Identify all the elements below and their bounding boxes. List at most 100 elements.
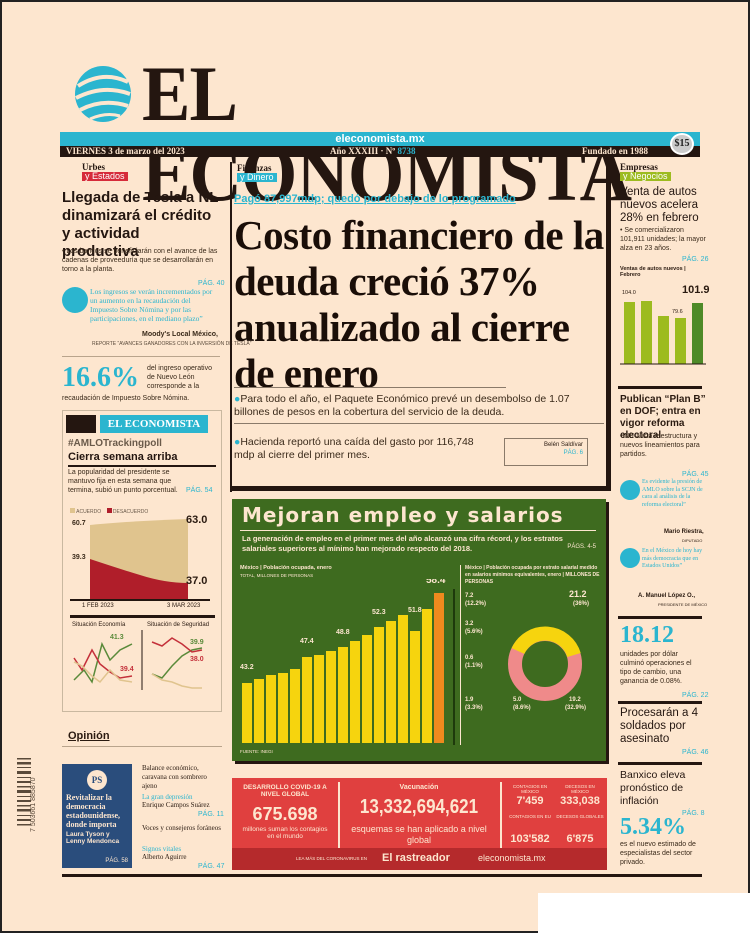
opinion-header: Opinión <box>68 730 110 742</box>
stat-text-tail: recaudación de Impuesto Sobre Nómina. <box>62 395 190 402</box>
main-page-ref: PÁG. 6 <box>563 450 583 456</box>
acuerdo-end: 63.0 <box>186 514 208 526</box>
poll-end-label: 3 MAR 2023 <box>167 603 201 609</box>
rastreador-link[interactable]: El rastreador <box>382 852 450 864</box>
ps-badge: PS <box>87 770 107 790</box>
covid-site-link[interactable]: eleconomista.mx <box>478 853 546 863</box>
right-story2-headline[interactable]: Publican “Plan B” en DOF; entra en vigor… <box>620 394 706 441</box>
covid-stat-value: 103'582 <box>510 833 550 845</box>
covid-footer: LEA MÁS DEL CORONAVIRUS EN El rastreador… <box>232 848 607 870</box>
right-story4-headline[interactable]: Banxico eleva pronóstico de inflación <box>620 769 686 807</box>
donut-chart-title: México | Población ocupada por estrato s… <box>465 565 600 585</box>
poll-page-ref: PÁG. 54 <box>186 487 213 494</box>
fx-page: PÁG. 22 <box>682 692 709 699</box>
inflation-text: es el nuevo estimado de especialistas de… <box>620 841 696 866</box>
right-quote1-author: Mario Riestra, <box>664 529 704 535</box>
bottom-rule <box>62 874 702 877</box>
bar-chart-sub: TOTAL, MILLONES DE PERSONAS <box>240 573 314 578</box>
inflation-value: 5.34% <box>620 814 686 840</box>
svg-text:52.3: 52.3 <box>372 609 386 616</box>
autos-bar-chart <box>620 301 706 365</box>
svg-text:0.6: 0.6 <box>465 655 474 661</box>
svg-text:5.0: 5.0 <box>513 697 522 703</box>
right-story2-page: PÁG. 45 <box>682 471 709 478</box>
svg-text:43.2: 43.2 <box>240 664 254 671</box>
stat-text: del ingreso operativo de Nuevo León corr… <box>147 365 212 390</box>
autos-label-mid: 79.6 <box>672 309 683 315</box>
svg-text:7.2: 7.2 <box>465 593 474 599</box>
main-bullet-1: ●Para todo el año, el Paquete Económico … <box>234 393 570 418</box>
svg-text:48.8: 48.8 <box>336 629 350 636</box>
edition-info: Año XXXIII · Nº 8738 <box>330 146 416 156</box>
right-story1-headline[interactable]: Venta de autos nuevos acelera 28% en feb… <box>620 186 699 224</box>
mini2-high: 39.9 <box>190 639 204 646</box>
opinion-item-page: PÁG. 11 <box>198 811 224 818</box>
date-bar: VIERNES 3 de marzo del 2023 Año XXXIII ·… <box>60 146 700 157</box>
covid-stat-label: DECESOS GLOBALES <box>556 814 604 819</box>
svg-text:21.2: 21.2 <box>569 589 587 599</box>
employment-page-ref: PÁGS. 4-5 <box>567 544 596 550</box>
opinion-box-title: Revitalizar la democracia estadounidense… <box>66 793 121 829</box>
covid-stat-label: CONTAGIOS EN EU <box>509 814 551 819</box>
svg-text:47.4: 47.4 <box>300 638 314 645</box>
svg-text:(5.6%): (5.6%) <box>465 629 483 635</box>
covid-box1-value: 675.698 <box>252 804 318 824</box>
opinion-feature-box[interactable]: PS Revitalizar la democracia estadounide… <box>62 764 132 868</box>
main-kicker: Pagó 87,997mdp; quedó por debajo de lo p… <box>234 193 516 205</box>
opinion-box-page: PÁG. 58 <box>105 858 128 864</box>
opinion-item-title[interactable]: Voces y consejeros foráneos <box>142 824 221 832</box>
byline: Belén Saldívar <box>543 442 583 448</box>
chart-source: FUENTE: INEGI <box>240 749 273 754</box>
covid-stat-value: 7'459 <box>516 795 544 807</box>
page-corner-blank <box>538 893 750 933</box>
employment-panel: Mejoran empleo y salarios La generación … <box>232 499 606 761</box>
employment-donut-chart: 7.2 (12.2%) 3.2 (5.6%) 0.6 (1.1%) 1.9 (3.3%)… <box>465 589 589 711</box>
svg-text:(3.3%): (3.3%) <box>465 705 483 711</box>
svg-text:19.2: 19.2 <box>569 697 581 703</box>
acuerdo-start: 60.7 <box>72 520 86 527</box>
bar-chart-title: México | Población ocupada, enero <box>240 565 332 571</box>
right-quote2: En el México de hoy hay más democracia q… <box>642 548 703 569</box>
poll-hashtag: #AMLOTrackingpoll <box>68 438 162 449</box>
website-link[interactable]: eleconomista.mx <box>60 132 700 146</box>
right-quote2-role: PRESIDENTE DE MÉXICO <box>658 602 708 607</box>
covid-box2-value: 13,332,694,621 <box>359 796 479 818</box>
autos-label-first: 104.0 <box>622 290 636 296</box>
left-page-ref: PÁG. 40 <box>198 280 225 287</box>
mini2-low: 38.0 <box>190 656 204 663</box>
svg-text:(36%): (36%) <box>573 601 589 607</box>
covid-stat-value: 333,038 <box>560 795 600 807</box>
opinion-item-column: Signos vitales <box>142 845 182 853</box>
barcode-icon <box>17 758 31 826</box>
employment-title: Mejoran empleo y salarios <box>242 503 564 527</box>
right-story3-headline[interactable]: Procesarán a 4 soldados por asesinato <box>620 707 698 745</box>
section-label-finanzas: Finanzas y Dinero <box>237 164 277 182</box>
covid-box1-title: DESARROLLO COVID-19 A NIVEL GLOBAL <box>243 784 327 798</box>
covid-box2-title: Vacunación <box>399 784 439 791</box>
poll-start-label: 1 FEB 2023 <box>82 603 114 609</box>
left-quote-source: REPORTE “AVANCES GANADORES CON LA INVERS… <box>92 341 252 347</box>
right-quote1: Es evidente la presión de AMLO sobre la … <box>642 479 703 508</box>
employment-dek: La generación de empleo en el primer mes… <box>242 534 563 553</box>
eagle-logo-icon <box>66 415 96 433</box>
main-headline[interactable]: Costo financiero de la deuda creció 37% … <box>234 212 604 396</box>
tracking-poll-box <box>62 410 222 712</box>
svg-text:1.9: 1.9 <box>465 697 474 703</box>
right-story1-page: PÁG. 26 <box>682 256 709 263</box>
opinion-item-author: Enrique Campos Suárez <box>142 801 210 809</box>
mini1-title: Situación Economía <box>72 622 126 628</box>
left-quote-author: Moody's Local México, <box>142 331 218 338</box>
svg-text:3.2: 3.2 <box>465 621 474 627</box>
desacuerdo-end: 37.0 <box>186 575 208 587</box>
opinion-item-page: PÁG. 47 <box>198 863 225 870</box>
right-story4-page: PÁG. 8 <box>682 810 705 817</box>
covid-box2-text: esquemas se han aplicado a nivel global <box>351 824 487 845</box>
left-headline[interactable]: Llegada de Tesla a NL dinamizará el créd… <box>62 189 219 260</box>
right-story3-page: PÁG. 46 <box>682 749 709 756</box>
founded-text: Fundado en 1988 <box>581 146 648 156</box>
poll-brand: EL ECONOMISTA <box>100 415 208 433</box>
poll-title: Cierra semana arriba <box>68 451 178 463</box>
employment-bar-chart: 43.2 47.4 48.8 52.3 51.8 58.4 <box>240 579 455 745</box>
opinion-item-title[interactable]: Balance económico, caravana con sombrero… <box>142 764 207 790</box>
